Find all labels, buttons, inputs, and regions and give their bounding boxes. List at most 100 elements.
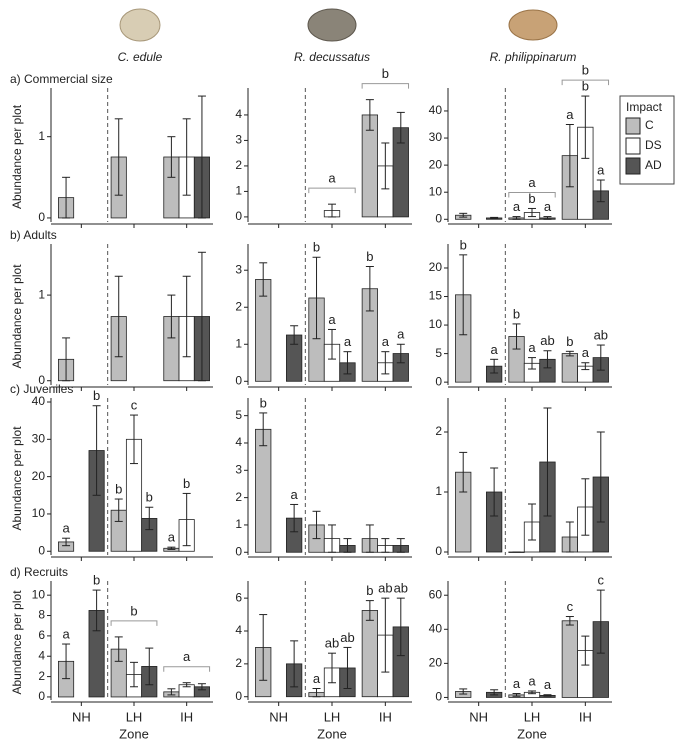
legend-title: Impact [626, 100, 663, 114]
letter: a [62, 626, 70, 641]
y-tick-label: 2 [435, 424, 442, 438]
x-tick-label: NH [72, 709, 91, 724]
y-tick-label: 30 [32, 431, 46, 445]
letter: a [344, 334, 352, 349]
bracket [308, 187, 356, 194]
y-tick-label: 2 [235, 656, 242, 670]
letter: a [597, 162, 605, 177]
y-tick-label: 0 [235, 544, 242, 558]
y-tick-label: 0 [435, 690, 442, 704]
y-tick-label: 0 [435, 211, 442, 225]
species-title: R. philippinarum [490, 50, 577, 64]
letter: a [544, 677, 552, 692]
shell-icon [119, 8, 161, 42]
bracket-letter: a [183, 649, 191, 664]
species-title: C. edule [118, 50, 163, 64]
panel-title: c) Juveniles [10, 382, 73, 396]
bracket [508, 191, 556, 198]
bar [561, 353, 579, 383]
letter: a [566, 107, 574, 122]
y-tick-label: 4 [235, 623, 242, 637]
y-tick-label: 1 [38, 129, 45, 143]
x-tick-label: NH [269, 709, 288, 724]
y-tick-label: 1 [38, 287, 45, 301]
x-tick-label: LH [324, 709, 341, 724]
letter: ab [540, 333, 554, 348]
y-tick-label: 15 [429, 289, 443, 303]
y-tick-label: 10 [32, 506, 46, 520]
letter: ab [340, 630, 354, 645]
legend-swatch [625, 137, 641, 155]
y-tick-label: 0 [235, 373, 242, 387]
y-tick-label: 8 [38, 608, 45, 622]
x-tick-label: IH [579, 709, 592, 724]
bracket [110, 620, 158, 626]
letter: b [93, 388, 100, 403]
letter: a [291, 487, 299, 502]
y-tick-label: 20 [429, 656, 443, 670]
letter: a [328, 312, 336, 327]
letter: b [260, 395, 267, 410]
letter: c [567, 599, 574, 614]
y-tick-label: 0 [435, 544, 442, 558]
letter: a [62, 521, 70, 536]
letter: a [528, 340, 536, 355]
bar [255, 428, 272, 553]
y-tick-label: 3 [235, 262, 242, 276]
letter: ab [378, 581, 392, 596]
legend-label: DS [645, 138, 662, 152]
bracket-letter: a [528, 175, 536, 190]
y-tick-label: 20 [429, 157, 443, 171]
letter: b [93, 573, 100, 588]
y-tick-label: 40 [429, 103, 443, 117]
letter: b [115, 481, 122, 496]
letter: b [313, 240, 320, 255]
panel-title: d) Recruits [10, 565, 68, 579]
x-tick-label: LH [126, 709, 143, 724]
letter: b [366, 583, 373, 598]
letter: ab [325, 636, 339, 651]
y-tick-label: 2 [235, 299, 242, 313]
y-tick-label: 4 [235, 107, 242, 121]
x-tick-label: IH [180, 709, 193, 724]
letter: b [513, 306, 520, 321]
y-tick-label: 4 [38, 648, 45, 662]
y-tick-label: 1 [235, 517, 242, 531]
y-tick-label: 20 [32, 469, 46, 483]
shell-icon [307, 8, 357, 42]
legend-label: C [645, 118, 654, 132]
y-tick-label: 0 [38, 543, 45, 557]
letter: a [491, 342, 499, 357]
letter: b [366, 249, 373, 264]
species-title: R. decussatus [294, 50, 370, 64]
y-tick-label: 6 [235, 590, 242, 604]
y-tick-label: 5 [235, 408, 242, 422]
letter: a [382, 334, 390, 349]
letter: b [528, 191, 535, 206]
bracket [163, 666, 211, 672]
y-tick-label: 0 [38, 373, 45, 387]
bracket-letter: b [130, 603, 137, 618]
bracket-letter: a [328, 171, 336, 186]
x-axis-label: Zone [517, 726, 547, 741]
y-axis-label: Abundance per plot [10, 104, 24, 209]
y-tick-label: 60 [429, 587, 443, 601]
y-tick-label: 10 [429, 317, 443, 331]
y-axis-label: Abundance per plot [10, 264, 24, 369]
letter: b [566, 334, 573, 349]
y-tick-label: 2 [38, 669, 45, 683]
y-tick-label: 2 [235, 158, 242, 172]
x-axis-label: Zone [317, 726, 347, 741]
letter: b [582, 79, 589, 94]
y-tick-label: 20 [429, 260, 443, 274]
letter: a [313, 671, 321, 686]
y-axis-label: Abundance per plot [10, 590, 24, 695]
legend-swatch [625, 157, 641, 175]
y-tick-label: 0 [38, 210, 45, 224]
letter: c [598, 573, 605, 588]
letter: a [513, 676, 521, 691]
y-tick-label: 40 [429, 621, 443, 635]
letter: b [146, 490, 153, 505]
letter: a [528, 673, 536, 688]
